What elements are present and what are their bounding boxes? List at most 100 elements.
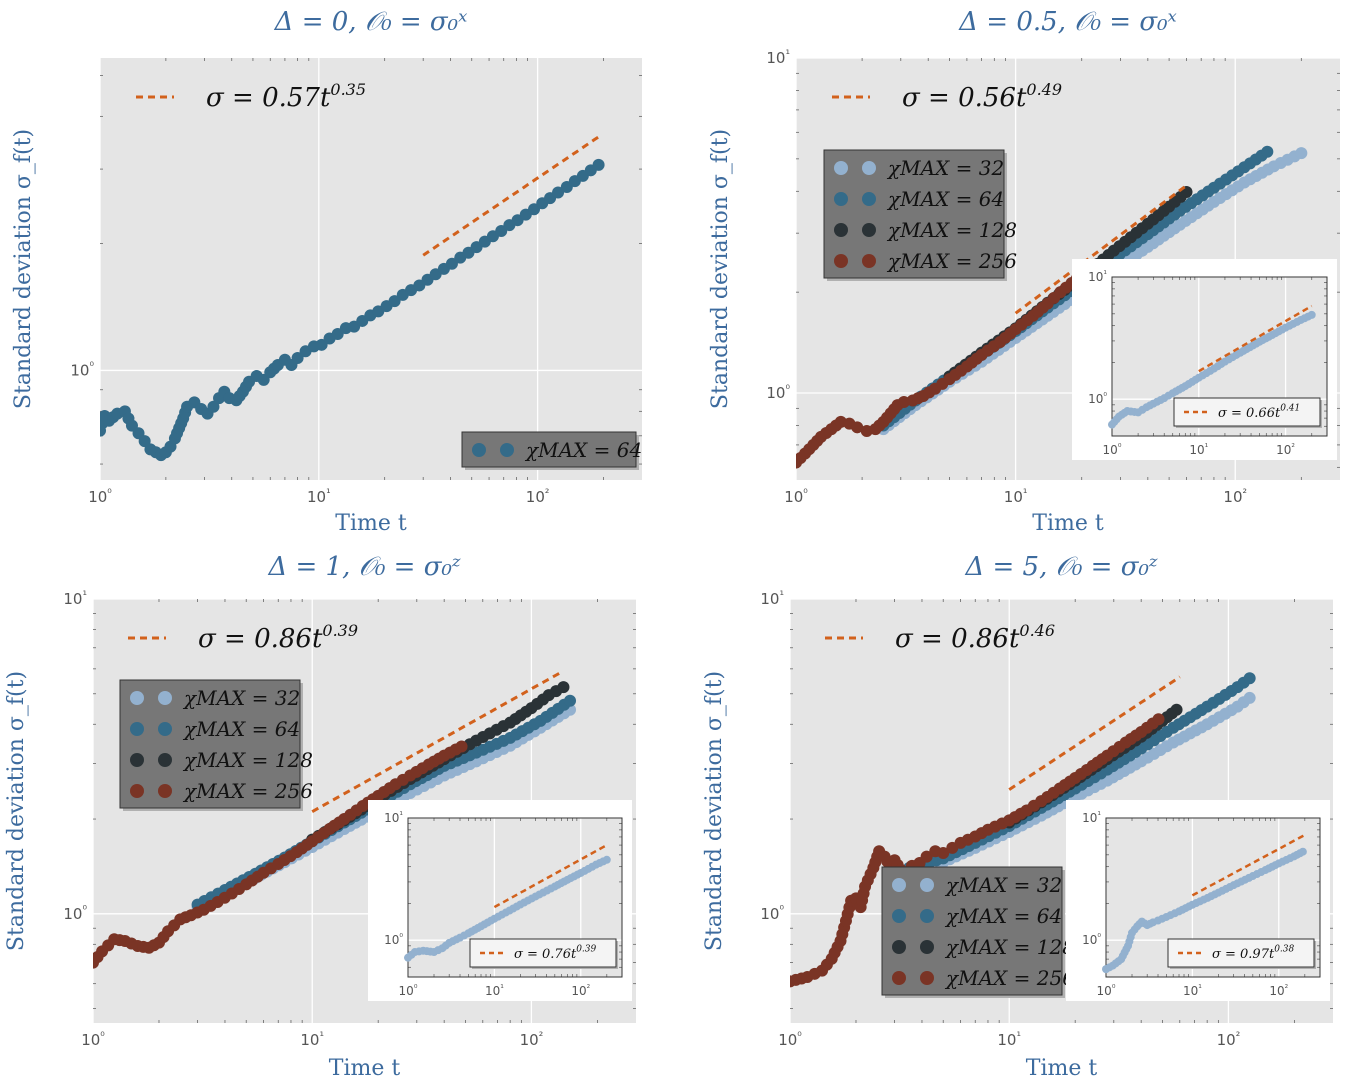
series-max64 <box>100 158 605 462</box>
inset-x-tick-label: 10² <box>1269 984 1288 998</box>
data-point <box>1243 672 1256 685</box>
data-point <box>592 158 605 171</box>
legend-marker <box>920 909 934 923</box>
y-axis-label: Standard deviation σ_f(t) <box>11 129 36 409</box>
legend-marker <box>834 192 848 206</box>
series-max256 <box>93 740 468 969</box>
inset-data-point <box>602 855 611 864</box>
data-point <box>388 295 401 308</box>
legend-marker <box>472 443 486 457</box>
inset-data-points <box>1108 310 1316 429</box>
y-tick-label: 10¹ <box>63 589 87 608</box>
fit-label: σ = 0.57t0.35 <box>206 80 366 113</box>
inset-y-tick-label: 10⁰ <box>384 933 403 947</box>
inset-plot: 10⁰ 10¹ 10² 10⁰ 10¹ σ = 0.66t0.41 <box>1072 259 1337 460</box>
data-point <box>552 186 565 199</box>
legend-box <box>823 149 1005 279</box>
x-tick-label: 10⁰ <box>88 487 112 506</box>
inset-fit-label: σ = 0.66t0.41 <box>1218 404 1300 421</box>
inset-y-tick-label: 10⁰ <box>1088 392 1107 406</box>
x-tick-label: 10¹ <box>307 487 331 506</box>
y-tick-label: 10¹ <box>766 48 790 67</box>
series-max256 <box>790 713 1165 988</box>
data-points <box>93 681 577 969</box>
data-points <box>100 158 605 462</box>
x-tick-label: 10² <box>1217 1030 1241 1049</box>
x-axis-label: Time t <box>1026 1056 1098 1081</box>
inset-y-tick-label: 10¹ <box>1088 270 1107 284</box>
data-point <box>1152 713 1165 726</box>
data-point <box>291 352 304 365</box>
legend-label: χMAX = 32 <box>944 873 1062 897</box>
legend-marker <box>158 722 172 736</box>
inset-legend-box <box>469 938 617 968</box>
data-point <box>564 694 577 707</box>
legend-label: χMAX = 64 <box>944 904 1062 928</box>
inset-plot: 10⁰ 10¹ 10² 10⁰ 10¹ σ = 0.97t0.38 <box>1066 800 1330 1001</box>
data-point <box>937 847 950 860</box>
y-tick-label: 10¹ <box>760 589 784 608</box>
fit-label: σ = 0.86t0.39 <box>198 621 358 654</box>
x-axis-label: Time t <box>335 511 407 536</box>
inset-x-tick-label: 10⁰ <box>1103 443 1122 457</box>
chart-title: Δ = 1, 𝒪₀ = σ₀ᶻ <box>267 552 460 582</box>
legend-marker <box>158 784 172 798</box>
inset-fit-line <box>1198 304 1313 373</box>
data-point <box>528 203 541 216</box>
legend-box <box>119 679 301 809</box>
inset-x-tick-label: 10² <box>571 984 590 998</box>
y-axis-label: Standard deviation σ_f(t) <box>702 671 727 951</box>
panel-1: Δ = 0, 𝒪₀ = σ₀ˣ Time t Standard deviation … <box>11 7 642 536</box>
series-max64 <box>903 672 1256 874</box>
series-max256 <box>796 259 1097 469</box>
legend: χMAX = 32 χMAX = 64 χMAX = 128 χMAX = 256 <box>823 149 1017 281</box>
legend-marker <box>862 223 876 237</box>
inset-frame <box>407 817 623 978</box>
x-axis-label: Time t <box>1032 511 1104 536</box>
data-point <box>1261 145 1274 158</box>
fit-line <box>311 669 565 814</box>
y-tick-label: 10⁰ <box>70 360 94 379</box>
data-points <box>790 672 1256 988</box>
legend-marker <box>892 971 906 985</box>
chart-title: Δ = 0, 𝒪₀ = σ₀ˣ <box>274 7 468 37</box>
legend-label: χMAX = 256 <box>182 779 313 803</box>
legend: χMAX = 64 <box>461 431 642 470</box>
inset-x-tick-label: 10¹ <box>1189 443 1208 457</box>
legend-marker <box>862 254 876 268</box>
inset-y-tick-label: 10⁰ <box>1082 933 1101 947</box>
legend-marker <box>500 443 514 457</box>
inset-x-tick-label: 10⁰ <box>399 984 418 998</box>
legend-marker <box>158 753 172 767</box>
x-tick-label: 10⁰ <box>778 1030 802 1049</box>
inset-fit-line <box>493 844 608 909</box>
panel-4: Δ = 5, 𝒪₀ = σ₀ᶻ Time t Standard deviation … <box>702 552 1333 1081</box>
inset-fit-label: σ = 0.97t0.38 <box>1212 945 1295 962</box>
inset-frame <box>1105 817 1321 978</box>
data-point <box>455 740 468 753</box>
x-axis-label: Time t <box>329 1056 401 1081</box>
y-tick-label: 10⁰ <box>766 383 790 402</box>
inset-fit-label: σ = 0.76t0.39 <box>514 945 597 962</box>
x-tick-label: 10² <box>520 1030 544 1049</box>
legend-marker <box>130 722 144 736</box>
panel-3: Δ = 1, 𝒪₀ = σ₀ᶻ Time t Standard deviation … <box>4 552 636 1081</box>
chart-title: Δ = 5, 𝒪₀ = σ₀ᶻ <box>964 552 1157 582</box>
legend-label: χMAX = 256 <box>944 966 1075 990</box>
inset-plot: 10⁰ 10¹ 10² 10⁰ 10¹ σ = 0.76t0.39 <box>368 800 632 1001</box>
legend-marker <box>862 161 876 175</box>
legend-box <box>461 431 637 468</box>
inset-fit-line <box>1191 833 1306 897</box>
x-tick-label: 10⁰ <box>81 1030 105 1049</box>
data-point <box>557 681 570 694</box>
fit-line <box>1008 675 1181 791</box>
x-tick-label: 10⁰ <box>784 487 808 506</box>
x-tick-label: 10¹ <box>1004 487 1028 506</box>
legend-label: χMAX = 32 <box>182 686 300 710</box>
data-point <box>445 257 458 270</box>
legend-marker <box>834 161 848 175</box>
legend-marker <box>920 878 934 892</box>
data-point <box>851 421 864 434</box>
x-tick-label: 10² <box>1223 487 1247 506</box>
